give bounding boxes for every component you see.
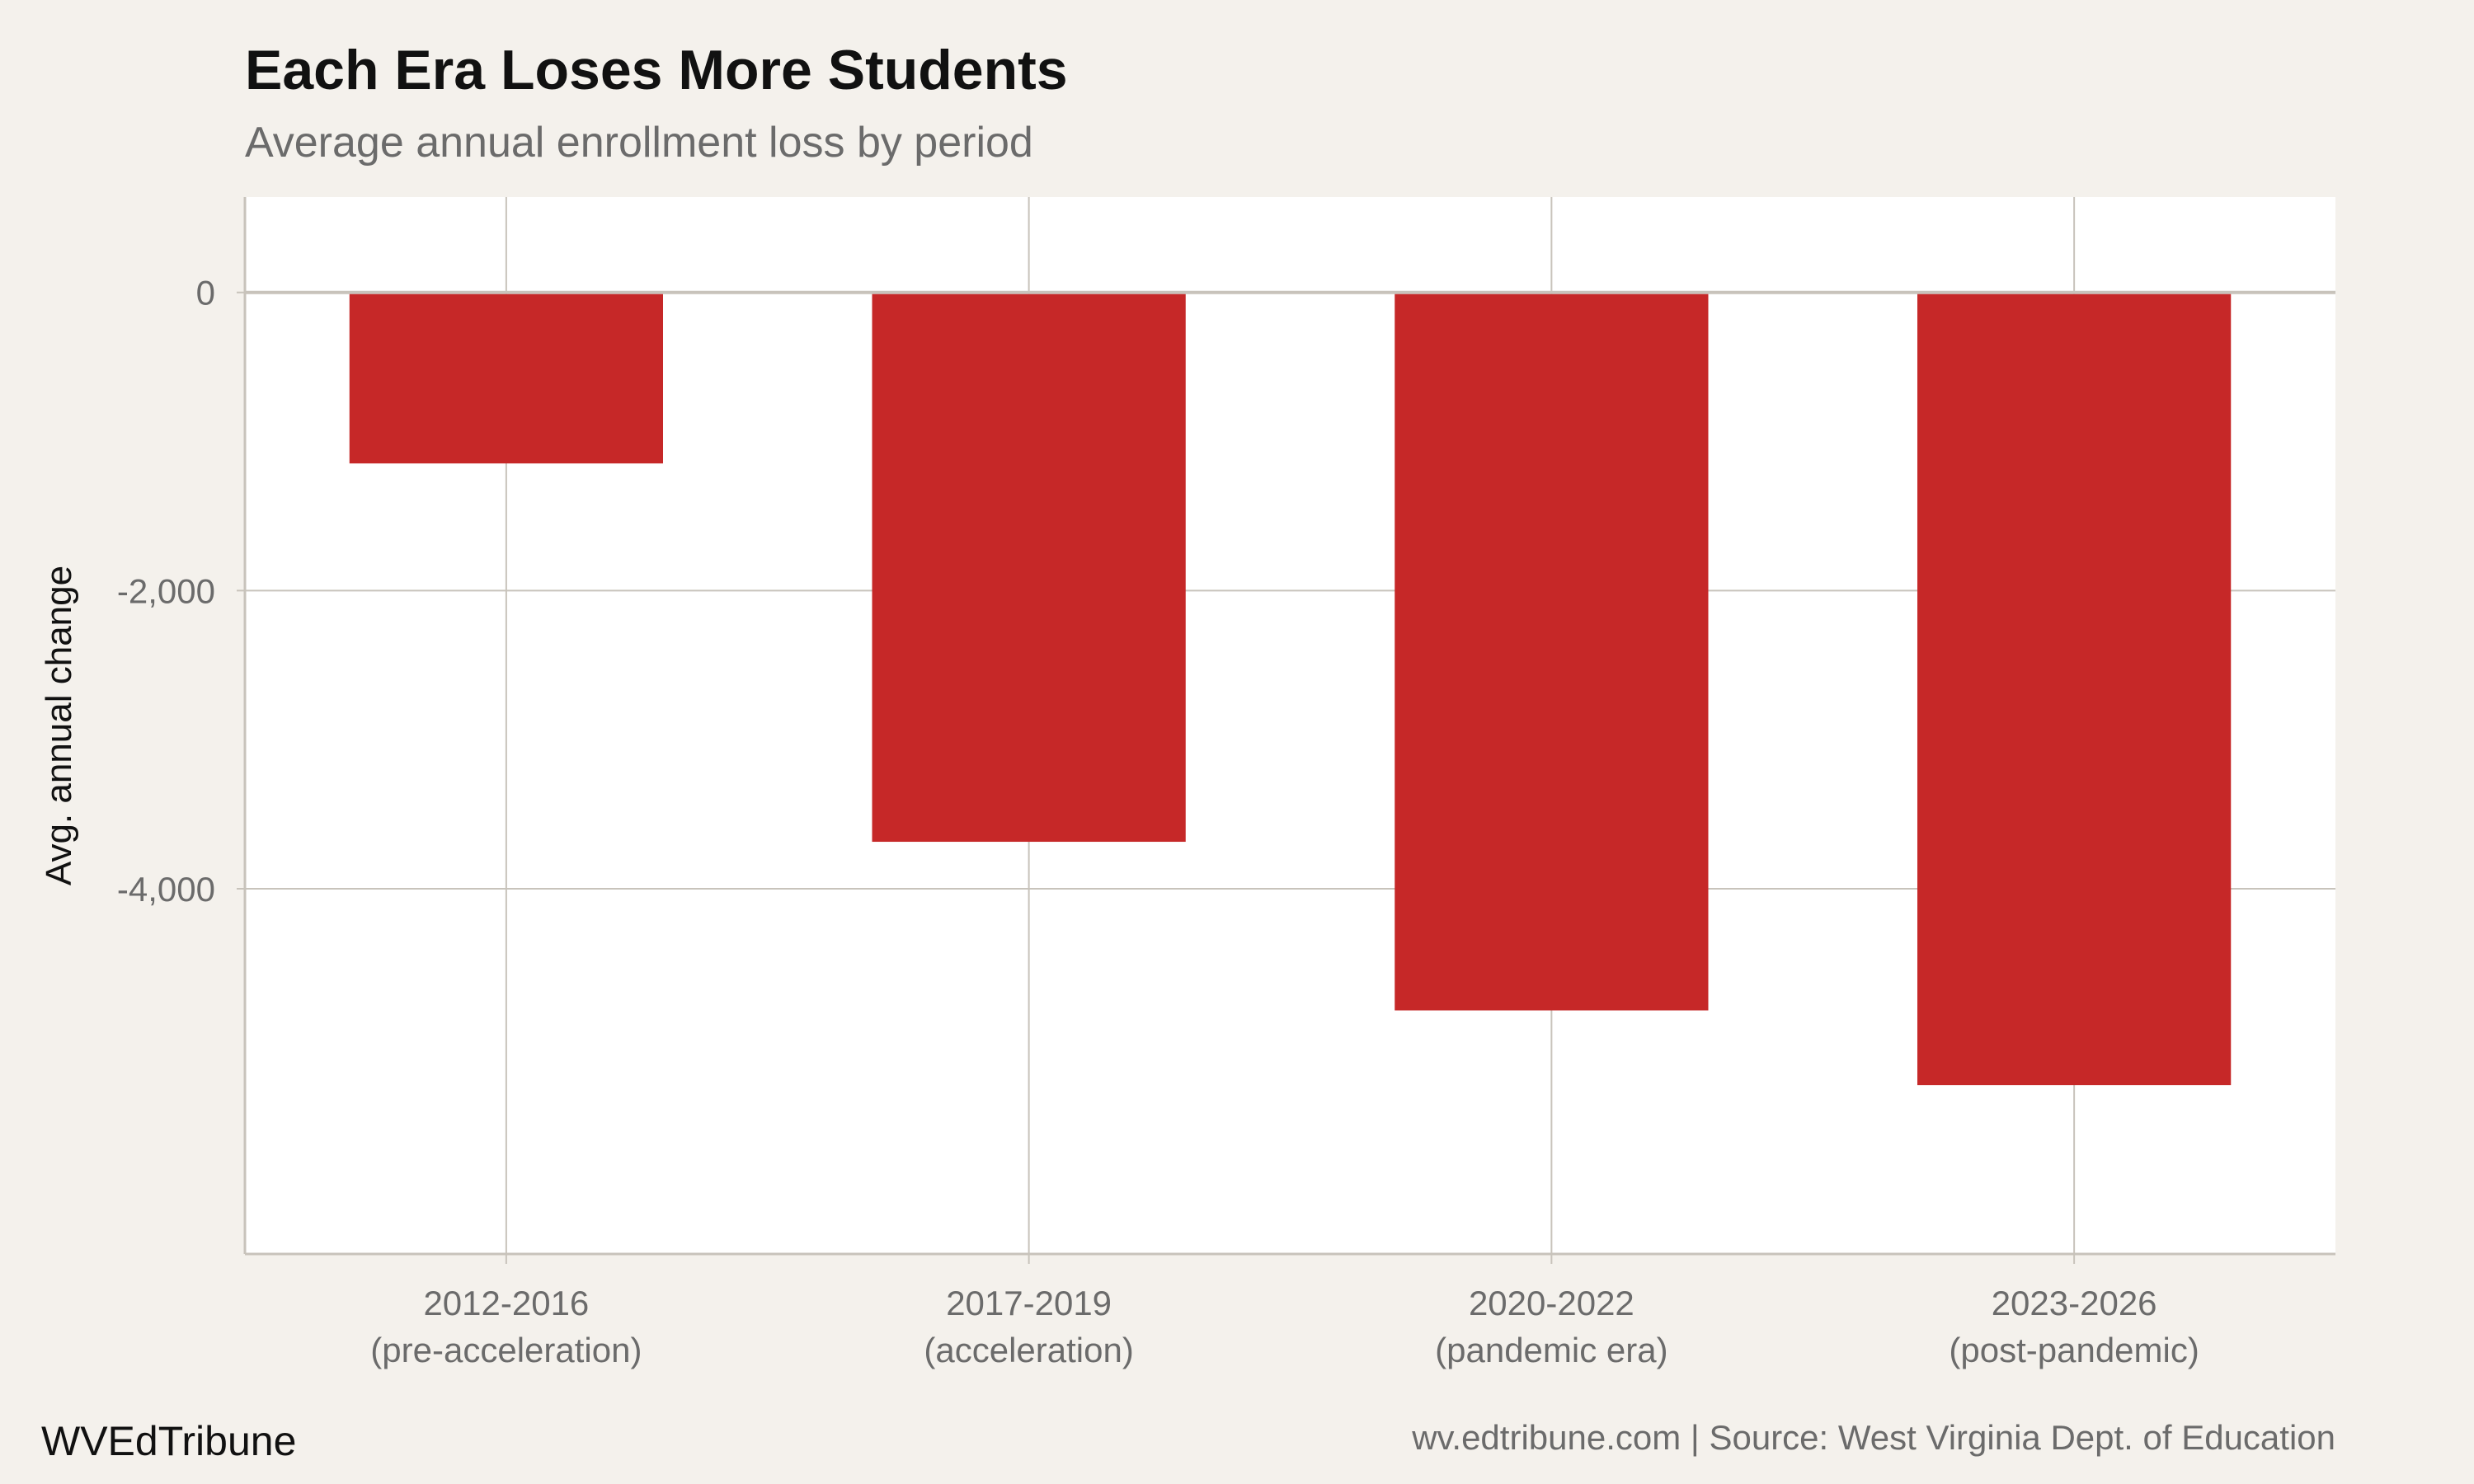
axes: 0 -2,000 -4,000 2012-2016 (pre-acceleration)… xyxy=(117,197,2335,1369)
y-axis-label: Avg. annual change xyxy=(39,566,79,885)
x-tick-sublabel: (pre-acceleration) xyxy=(370,1331,642,1369)
x-tick-label: 2017-2019 xyxy=(946,1284,1112,1322)
x-tick-sublabel: (post-pandemic) xyxy=(1949,1331,2199,1369)
y-tick-label: -4,000 xyxy=(117,870,215,909)
bar xyxy=(872,294,1186,843)
x-tick-label: 2012-2016 xyxy=(423,1284,589,1322)
bars xyxy=(349,294,2232,1086)
chart-title: Each Era Loses More Students xyxy=(245,39,1068,101)
y-tick-label: -2,000 xyxy=(117,571,215,610)
source-note: wv.edtribune.com | Source: West Virginia… xyxy=(1411,1418,2335,1457)
brand-label: WVEdTribune xyxy=(41,1418,296,1464)
x-tick-sublabel: (acceleration) xyxy=(924,1331,1133,1369)
bar xyxy=(349,294,663,464)
chart-subtitle: Average annual enrollment loss by period xyxy=(245,119,1033,167)
x-tick-label: 2023-2026 xyxy=(1992,1284,2157,1322)
bar xyxy=(1917,294,2232,1086)
bar xyxy=(1395,294,1709,1011)
y-tick-label: 0 xyxy=(196,274,215,312)
x-tick-label: 2020-2022 xyxy=(1469,1284,1634,1322)
x-tick-sublabel: (pandemic era) xyxy=(1435,1331,1667,1369)
